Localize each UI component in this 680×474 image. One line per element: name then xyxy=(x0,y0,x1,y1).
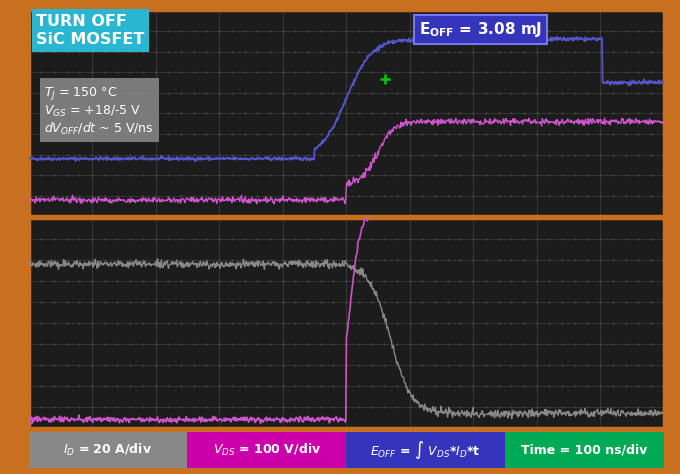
Text: $V_{DS}$ = 100 V/div: $V_{DS}$ = 100 V/div xyxy=(213,442,321,458)
Text: $E_{OFF}$ = $\int$ $V_{DS}$*$I_D$*t: $E_{OFF}$ = $\int$ $V_{DS}$*$I_D$*t xyxy=(370,439,481,461)
Text: $I_D$ = 20 A/div: $I_D$ = 20 A/div xyxy=(63,442,152,458)
Text: $\mathbf{E_{OFF}}$ = 3.08 mJ: $\mathbf{E_{OFF}}$ = 3.08 mJ xyxy=(419,20,543,39)
Text: $T_J$ = 150 °C
$V_{GS}$ = +18/-5 V
$dV_{OFF}/dt$ ~ 5 V/ns: $T_J$ = 150 °C $V_{GS}$ = +18/-5 V $dV_{… xyxy=(44,84,154,137)
Text: TURN OFF
SiC MOSFET: TURN OFF SiC MOSFET xyxy=(36,14,145,47)
Text: Time = 100 ns/div: Time = 100 ns/div xyxy=(521,444,647,457)
